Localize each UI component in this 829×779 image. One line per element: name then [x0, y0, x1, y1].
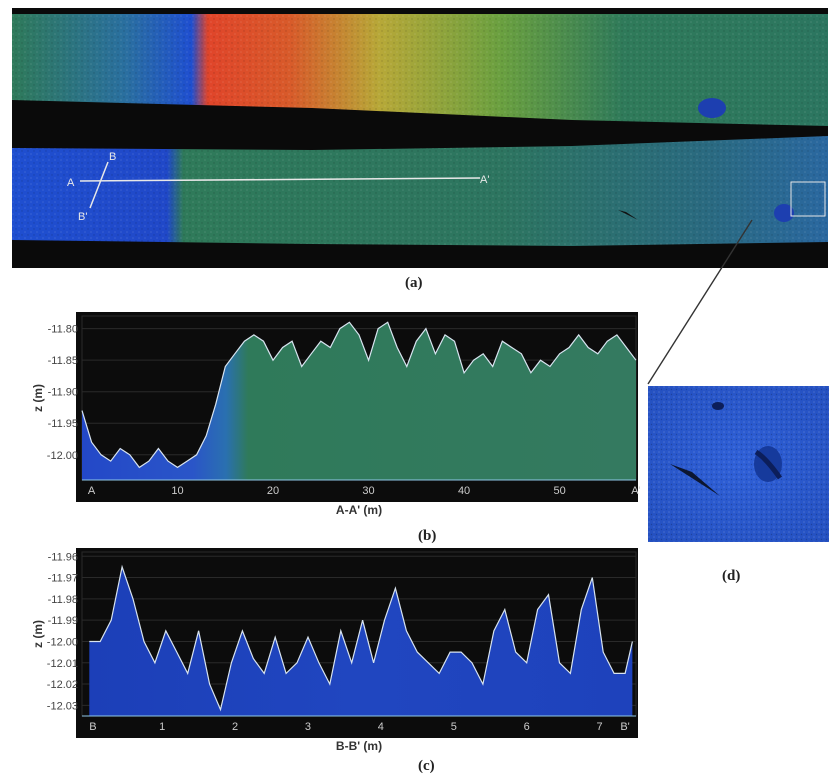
caption-a: (a): [405, 275, 423, 291]
section-line-short: [89, 161, 109, 209]
label-b-end: B': [78, 211, 87, 223]
x-tick-label: 10: [171, 485, 183, 497]
y-tick-label: -11.97: [48, 573, 78, 585]
y-tick-label: -11.98: [48, 594, 78, 606]
y-tick-label: -11.96: [48, 551, 78, 563]
x-axis-label: A-A' (m): [336, 503, 382, 517]
y-tick-label: -11.90: [48, 387, 78, 399]
y-tick-label: -11.80: [48, 324, 78, 336]
x-tick-label: 7: [596, 721, 602, 733]
scour-hole-upper: [698, 98, 726, 118]
section-line-long: [79, 177, 481, 182]
profile-c-svg: -11.96 -11.97 -11.98 -11.99 -12.00 -12.01 -12.…: [31, 548, 638, 753]
profile-chart-b: -11.80 -11.85 -11.90 -11.95 -12.00 A 10 20 30 40 5…: [30, 312, 641, 522]
x-tick-label: 3: [305, 721, 311, 733]
profile-b-svg: -11.80 -11.85 -11.90 -11.95 -12.00 A 10 20 30 40 5…: [31, 312, 641, 517]
upper-swath-texture: [12, 14, 828, 126]
object-shadow: [670, 464, 720, 496]
x-axis-label: B-B' (m): [336, 739, 382, 753]
profile-chart-c: -11.96 -11.97 -11.98 -11.99 -12.00 -12.01 -12.…: [30, 548, 640, 768]
caption-c: (c): [418, 758, 435, 774]
x-tick-label: 4: [378, 721, 384, 733]
scour-hole-rim: [754, 449, 783, 480]
y-tick-label: -12.00: [47, 636, 78, 648]
x-tick-label: 50: [553, 485, 565, 497]
profile-line: [89, 564, 633, 712]
object-shadow: [618, 210, 638, 220]
x-tick-label: 1: [159, 721, 165, 733]
profile-line: [81, 321, 637, 469]
survey-map: A A' B B': [12, 8, 828, 268]
label-a-end: A': [480, 174, 489, 186]
y-tick-label: -11.95: [48, 418, 78, 430]
y-tick-label: -12.03: [47, 700, 78, 712]
y-axis-label: z (m): [31, 620, 45, 648]
x-tick-label: 20: [267, 485, 279, 497]
x-tick-label: 5: [451, 721, 457, 733]
x-tick-label: A': [631, 485, 640, 497]
y-axis-label: z (m): [31, 384, 45, 412]
zoom-connector: [647, 219, 753, 385]
caption-b: (b): [418, 528, 437, 544]
small-pit: [712, 402, 724, 410]
x-tick-label: 2: [232, 721, 238, 733]
survey-map-svg: A A' B B': [12, 14, 828, 246]
scour-hole-lower: [774, 204, 794, 222]
profile-area: [82, 322, 636, 480]
x-tick-label: 30: [362, 485, 374, 497]
y-tick-label: -11.99: [48, 615, 78, 627]
lower-swath-texture: [12, 136, 828, 246]
x-tick-label: 40: [458, 485, 470, 497]
y-tick-label: -12.00: [47, 450, 78, 462]
x-tick-label: B': [620, 721, 629, 733]
zoom-box: [790, 181, 826, 217]
label-b-start: B: [109, 151, 116, 163]
x-tick-label: B: [89, 721, 96, 733]
x-tick-label: 6: [524, 721, 530, 733]
profile-area: [89, 566, 633, 716]
x-tick-label: A: [88, 485, 96, 497]
y-tick-label: -12.02: [47, 679, 78, 691]
y-tick-label: -12.01: [47, 658, 78, 670]
y-tick-label: -11.85: [48, 355, 78, 367]
zoom-inset-svg: [648, 386, 829, 542]
zoom-inset: [648, 386, 829, 542]
label-a-start: A: [67, 177, 75, 189]
caption-d: (d): [722, 568, 741, 584]
